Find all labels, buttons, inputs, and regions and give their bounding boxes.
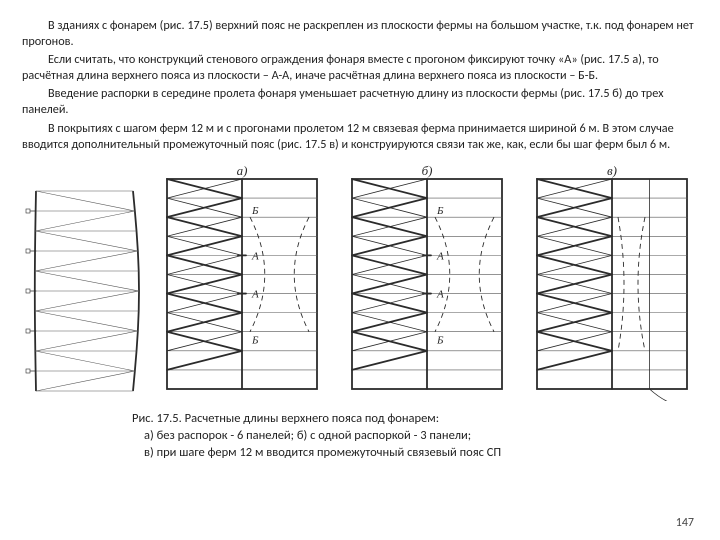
- svg-text:Б: Б: [436, 334, 444, 346]
- svg-text:А: А: [436, 250, 444, 262]
- caption-line-3: в) при шаге ферм 12 м вводится промежуто…: [132, 445, 698, 462]
- svg-text:А: А: [251, 288, 259, 300]
- svg-text:А: А: [251, 250, 259, 262]
- svg-text:СП: СП: [694, 399, 699, 401]
- svg-text:Б: Б: [436, 205, 444, 217]
- svg-text:Б: Б: [251, 205, 259, 217]
- svg-text:а): а): [237, 163, 248, 178]
- caption-line-1: Рис. 17.5. Расчетные длины верхнего пояс…: [132, 411, 698, 428]
- paragraph-1: В зданиях с фонарем (рис. 17.5) верхний …: [22, 18, 698, 50]
- caption-line-2: а) без распорок - 6 панелей; б) с одной …: [132, 428, 698, 445]
- svg-text:б): б): [422, 163, 433, 178]
- svg-text:в): в): [607, 163, 617, 178]
- page-number: 147: [676, 516, 694, 530]
- figure-17-5: Б Б А Аа) Б Б А Аб) в) СП: [22, 161, 698, 401]
- figure-caption: Рис. 17.5. Расчетные длины верхнего пояс…: [132, 411, 698, 462]
- paragraph-4: В покрытиях с шагом ферм 12 м и с прогон…: [22, 121, 698, 153]
- paragraph-3: Введение распорки в середине пролета фон…: [22, 86, 698, 118]
- svg-text:А: А: [436, 288, 444, 300]
- figure-svg: Б Б А Аа) Б Б А Аб) в) СП: [22, 161, 698, 401]
- paragraph-2: Если считать, что конструкций стенового …: [22, 52, 698, 84]
- svg-text:Б: Б: [251, 334, 259, 346]
